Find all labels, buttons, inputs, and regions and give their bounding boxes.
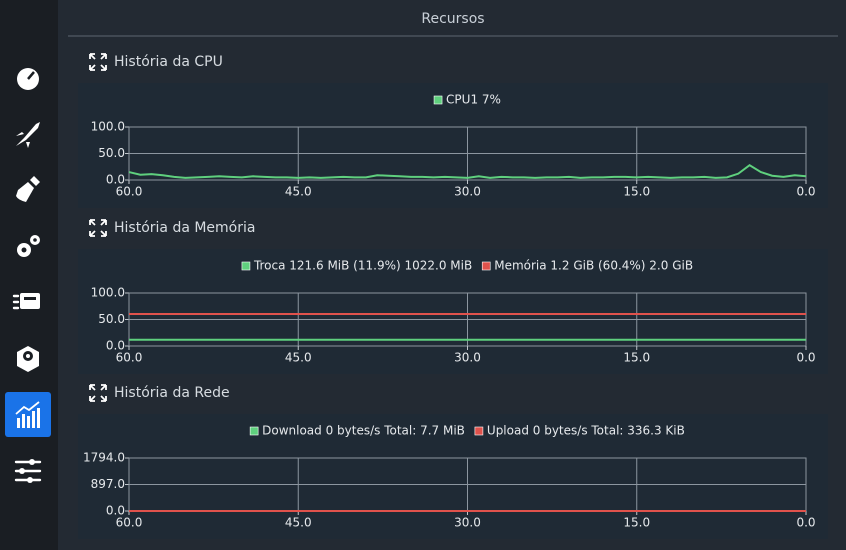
x-tick-label: 0.0 bbox=[796, 185, 815, 199]
y-tick-label: 897.0 bbox=[91, 477, 125, 491]
y-tick-label: 0.0 bbox=[106, 173, 125, 187]
expand-icon[interactable] bbox=[89, 219, 107, 237]
legend-label: Upload 0 bytes/s Total: 336.3 KiB bbox=[487, 424, 685, 438]
y-tick-label: 1794.0 bbox=[83, 451, 125, 465]
y-tick-label: 0.0 bbox=[106, 339, 125, 353]
section-title: História da CPU bbox=[114, 54, 223, 70]
chart-panel bbox=[78, 249, 828, 374]
x-tick-label: 0.0 bbox=[796, 516, 815, 530]
dashboard-icon[interactable] bbox=[17, 68, 39, 90]
x-tick-label: 15.0 bbox=[623, 185, 650, 199]
chart-panel bbox=[78, 83, 828, 208]
x-tick-label: 30.0 bbox=[454, 516, 481, 530]
x-tick-label: 60.0 bbox=[116, 351, 143, 365]
x-tick-label: 0.0 bbox=[796, 351, 815, 365]
cleaner-icon[interactable] bbox=[16, 176, 40, 202]
x-tick-label: 45.0 bbox=[285, 351, 312, 365]
x-tick-label: 15.0 bbox=[623, 516, 650, 530]
x-tick-label: 45.0 bbox=[285, 185, 312, 199]
y-tick-label: 50.0 bbox=[98, 312, 125, 326]
legend-label: Memória 1.2 GiB (60.4%) 2.0 GiB bbox=[494, 259, 693, 273]
processes-icon[interactable] bbox=[12, 293, 40, 310]
legend-swatch bbox=[241, 261, 251, 271]
chart-panel bbox=[78, 414, 828, 539]
expand-icon[interactable] bbox=[89, 384, 107, 402]
expand-icon[interactable] bbox=[89, 53, 107, 71]
legend-label: Download 0 bytes/s Total: 7.7 MiB bbox=[262, 424, 465, 438]
x-tick-label: 30.0 bbox=[454, 185, 481, 199]
x-tick-label: 60.0 bbox=[116, 516, 143, 530]
legend-swatch bbox=[474, 426, 484, 436]
x-tick-label: 30.0 bbox=[454, 351, 481, 365]
legend: Troca 121.6 MiB (11.9%) 1022.0 MiB Memóri… bbox=[241, 259, 693, 273]
resources-icon[interactable] bbox=[15, 401, 40, 428]
startup-icon[interactable] bbox=[16, 122, 40, 148]
section-title: História da Memória bbox=[114, 220, 255, 236]
x-tick-label: 15.0 bbox=[623, 351, 650, 365]
legend-label: CPU1 7% bbox=[446, 93, 501, 107]
sidebar bbox=[0, 0, 58, 550]
legend-swatch bbox=[481, 261, 491, 271]
settings-icon[interactable] bbox=[14, 459, 42, 483]
x-tick-label: 45.0 bbox=[285, 516, 312, 530]
page-title: Recursos bbox=[421, 11, 484, 27]
legend: CPU1 7% bbox=[433, 93, 501, 107]
legend: Download 0 bytes/s Total: 7.7 MiB Upload … bbox=[249, 424, 685, 438]
x-tick-label: 60.0 bbox=[116, 185, 143, 199]
y-tick-label: 0.0 bbox=[106, 504, 125, 518]
section-title: História da Rede bbox=[114, 385, 230, 401]
services-icon[interactable] bbox=[17, 235, 40, 257]
series-line bbox=[128, 163, 807, 179]
legend-swatch bbox=[249, 426, 259, 436]
y-tick-label: 100.0 bbox=[91, 120, 125, 134]
sidebar-icons bbox=[5, 68, 51, 483]
legend-swatch bbox=[433, 95, 443, 105]
uninstaller-icon[interactable] bbox=[17, 346, 39, 372]
active-tab[interactable] bbox=[5, 392, 51, 437]
legend-label: Troca 121.6 MiB (11.9%) 1022.0 MiB bbox=[253, 259, 472, 273]
y-tick-label: 100.0 bbox=[91, 286, 125, 300]
y-tick-label: 50.0 bbox=[98, 146, 125, 160]
